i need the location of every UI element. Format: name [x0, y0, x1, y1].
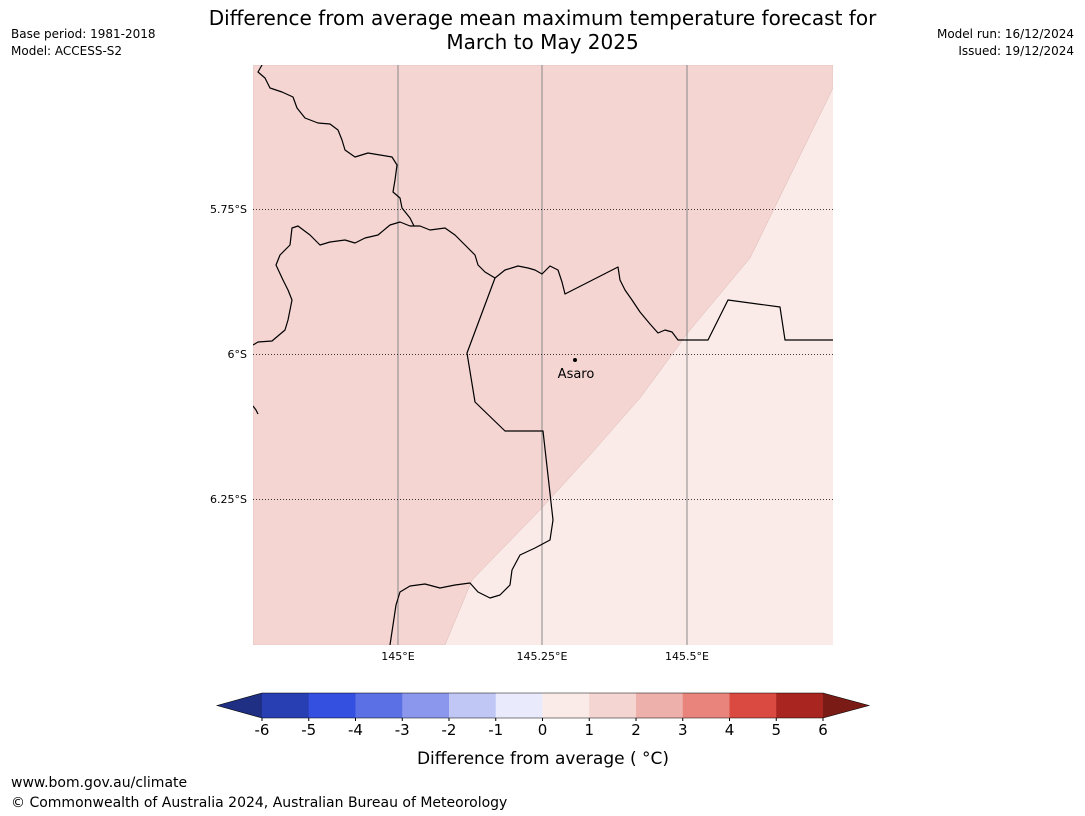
colorbar: -6 -5 -4 -3 -2 -1 0 1 2 3 4 5 6 [215, 692, 871, 739]
gridlines [253, 65, 833, 645]
map-axis-labels: 5.75°S 6°S 6.25°S 145°E 145.25°E 145.5°E [210, 203, 709, 663]
meta-left: Base period: 1981-2018 Model: ACCESS-S2 [11, 26, 156, 60]
colorbar-segment [495, 693, 543, 718]
border-middle [253, 221, 833, 346]
colorbar-segment [262, 693, 310, 718]
colorbar-tick-label: 1 [584, 721, 594, 739]
colorbar-segment [449, 693, 497, 718]
border-south [389, 277, 554, 645]
asaro-marker [573, 358, 577, 362]
colorbar-segment [682, 693, 730, 718]
colorbar-tick-label: -5 [301, 721, 316, 739]
colorbar-tick-label: -6 [255, 721, 270, 739]
title-line-1: Difference from average mean maximum tem… [208, 6, 877, 30]
base-period: Base period: 1981-2018 [11, 27, 156, 41]
model-run: Model run: 16/12/2024 [936, 27, 1074, 41]
colorbar-tick-label: -1 [488, 721, 503, 739]
colorbar-label: Difference from average ( °C) [417, 749, 669, 769]
colorbar-segment [729, 693, 777, 718]
colorbar-segment [776, 693, 824, 718]
colorbar-segment [542, 693, 590, 718]
footer-url: www.bom.gov.au/climate [11, 775, 188, 791]
model-name: Model: ACCESS-S2 [11, 44, 123, 58]
border-north [257, 65, 415, 227]
colorbar-tick-label: 6 [818, 721, 828, 739]
colorbar-tick-label: 3 [678, 721, 688, 739]
border-west-stub [253, 405, 259, 415]
lon-label-145: 145°E [381, 650, 414, 663]
colorbar-segment [355, 693, 403, 718]
colorbar-tick-label: -3 [395, 721, 410, 739]
meta-right: Model run: 16/12/2024 Issued: 19/12/2024 [937, 26, 1074, 60]
lon-label-145-5: 145.5°E [665, 650, 709, 663]
colorbar-tick-label: -2 [442, 721, 457, 739]
colorbar-extend-low [217, 693, 262, 718]
colorbar-segment [308, 693, 356, 718]
map-area: Asaro [253, 65, 833, 645]
lat-label-6: 6°S [228, 348, 247, 361]
colorbar-tick-label: 2 [631, 721, 641, 739]
colorbar-segment [402, 693, 450, 718]
footer-copyright: © Commonwealth of Australia 2024, Austra… [11, 795, 508, 811]
province-borders [253, 65, 833, 645]
lon-label-145-25: 145.25°E [517, 650, 568, 663]
colorbar-tick-label: 0 [538, 721, 548, 739]
colorbar-segment [589, 693, 637, 718]
issued-date: Issued: 19/12/2024 [958, 44, 1074, 58]
place-label-asaro: Asaro [558, 367, 595, 382]
colorbar-segment [636, 693, 684, 718]
map-title: Difference from average mean maximum tem… [0, 6, 1085, 54]
colorbar-tick-label: 5 [771, 721, 781, 739]
colorbar-tick-label: -4 [348, 721, 363, 739]
title-line-2: March to May 2025 [446, 30, 639, 54]
lat-label-6-25: 6.25°S [210, 493, 247, 506]
colorbar-extend-high [823, 693, 869, 718]
lat-label-5-75: 5.75°S [210, 203, 247, 216]
colorbar-tick-label: 4 [725, 721, 735, 739]
